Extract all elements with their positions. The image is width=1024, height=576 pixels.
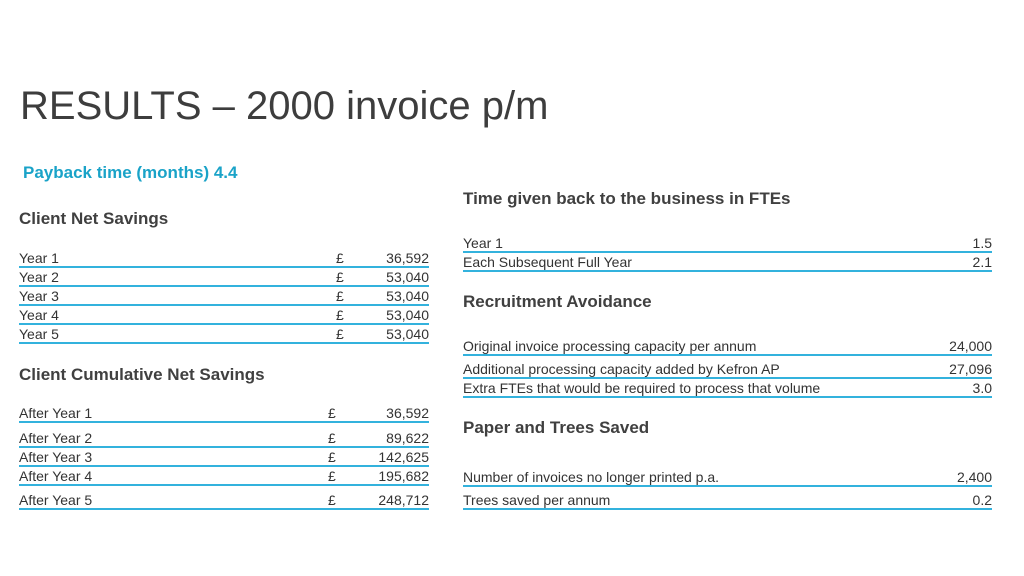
payback-time: Payback time (months) 4.4 — [23, 163, 238, 182]
row-value: 53,040 — [386, 307, 429, 323]
net-savings-row-year-4: Year 4 £ 53,040 — [19, 306, 429, 325]
recruitment-row-extra-ftes: Extra FTEs that would be required to pro… — [463, 379, 992, 398]
row-label: After Year 3 — [19, 449, 93, 465]
row-value: 0.2 — [972, 492, 992, 508]
page-title: RESULTS – 2000 invoice p/m — [20, 84, 549, 128]
cumulative-heading: Client Cumulative Net Savings — [19, 365, 265, 384]
row-currency: £ — [336, 288, 344, 304]
row-value: 53,040 — [386, 288, 429, 304]
row-currency: £ — [328, 468, 336, 484]
row-label: After Year 2 — [19, 430, 93, 446]
row-label: After Year 1 — [19, 405, 93, 421]
row-value: 195,682 — [378, 468, 429, 484]
net-savings-row-year-1: Year 1 £ 36,592 — [19, 249, 429, 268]
fte-heading: Time given back to the business in FTEs — [463, 189, 791, 208]
row-value: 142,625 — [378, 449, 429, 465]
row-currency: £ — [336, 307, 344, 323]
row-currency: £ — [328, 405, 336, 421]
recruitment-row-additional-capacity: Additional processing capacity added by … — [463, 360, 992, 379]
row-label: Year 1 — [19, 250, 59, 266]
row-label: Extra FTEs that would be required to pro… — [463, 380, 821, 396]
net-savings-row-year-3: Year 3 £ 53,040 — [19, 287, 429, 306]
row-label: After Year 5 — [19, 492, 93, 508]
row-label: Original invoice processing capacity per… — [463, 338, 757, 354]
recruitment-row-original-capacity: Original invoice processing capacity per… — [463, 337, 992, 356]
cumulative-row-after-year-3: After Year 3 £ 142,625 — [19, 448, 429, 467]
paper-row-trees-saved: Trees saved per annum 0.2 — [463, 491, 992, 510]
row-currency: £ — [336, 269, 344, 285]
recruitment-heading: Recruitment Avoidance — [463, 292, 652, 311]
row-value: 36,592 — [386, 405, 429, 421]
row-value: 53,040 — [386, 326, 429, 342]
row-value: 27,096 — [949, 361, 992, 377]
row-label: Each Subsequent Full Year — [463, 254, 632, 270]
row-value: 1.5 — [972, 235, 992, 251]
row-label: Trees saved per annum — [463, 492, 611, 508]
paper-row-invoices-not-printed: Number of invoices no longer printed p.a… — [463, 468, 992, 487]
net-savings-row-year-2: Year 2 £ 53,040 — [19, 268, 429, 287]
row-label: Year 1 — [463, 235, 503, 251]
row-label: Number of invoices no longer printed p.a… — [463, 469, 720, 485]
row-label: After Year 4 — [19, 468, 93, 484]
row-currency: £ — [336, 250, 344, 266]
row-value: 36,592 — [386, 250, 429, 266]
row-label: Year 2 — [19, 269, 59, 285]
row-value: 89,622 — [386, 430, 429, 446]
cumulative-row-after-year-1: After Year 1 £ 36,592 — [19, 404, 429, 423]
fte-row-subsequent-year: Each Subsequent Full Year 2.1 — [463, 253, 992, 272]
row-currency: £ — [328, 430, 336, 446]
row-label: Year 5 — [19, 326, 59, 342]
row-value: 2,400 — [956, 469, 992, 485]
row-value: 53,040 — [386, 269, 429, 285]
cumulative-row-after-year-2: After Year 2 £ 89,622 — [19, 429, 429, 448]
row-currency: £ — [336, 326, 344, 342]
row-value: 248,712 — [378, 492, 429, 508]
row-currency: £ — [328, 449, 336, 465]
paper-heading: Paper and Trees Saved — [463, 418, 650, 437]
row-value: 24,000 — [949, 338, 992, 354]
row-label: Additional processing capacity added by … — [463, 361, 780, 377]
row-currency: £ — [328, 492, 336, 508]
cumulative-row-after-year-4: After Year 4 £ 195,682 — [19, 467, 429, 486]
row-label: Year 3 — [19, 288, 59, 304]
net-savings-row-year-5: Year 5 £ 53,040 — [19, 325, 429, 344]
row-value: 3.0 — [972, 380, 992, 396]
net-savings-heading: Client Net Savings — [19, 209, 169, 228]
row-value: 2.1 — [972, 254, 992, 270]
row-label: Year 4 — [19, 307, 59, 323]
fte-row-year-1: Year 1 1.5 — [463, 234, 992, 253]
cumulative-row-after-year-5: After Year 5 £ 248,712 — [19, 491, 429, 510]
